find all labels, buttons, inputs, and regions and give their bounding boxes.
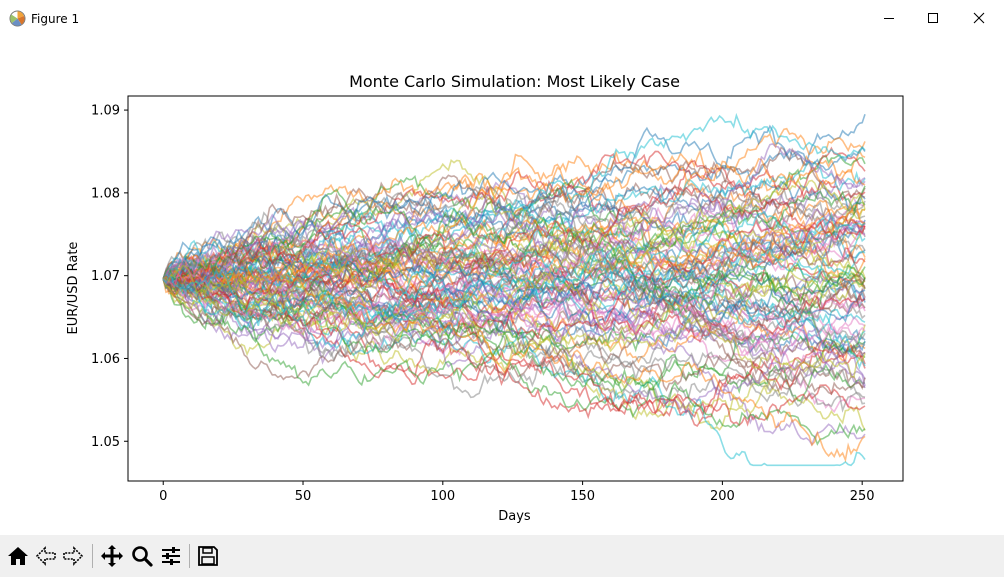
configure-subplots-button[interactable] bbox=[158, 543, 184, 569]
y-axis-label: EUR/USD Rate bbox=[66, 242, 81, 335]
figure-canvas[interactable]: Monte Carlo Simulation: Most Likely Case… bbox=[0, 38, 1004, 535]
floppy-disk-icon bbox=[198, 546, 218, 566]
back-button[interactable] bbox=[33, 543, 59, 569]
y-tick-label: 1.06 bbox=[91, 352, 120, 367]
maximize-button[interactable] bbox=[910, 0, 956, 36]
matplotlib-app-icon bbox=[9, 10, 26, 27]
simulation-path bbox=[163, 270, 866, 381]
chart[interactable]: Monte Carlo Simulation: Most Likely Case… bbox=[0, 38, 1004, 535]
simulation-path bbox=[162, 262, 866, 463]
simulation-path bbox=[162, 193, 866, 293]
maximize-icon bbox=[928, 13, 938, 23]
simulation-path bbox=[162, 227, 866, 284]
y-tick-label: 1.07 bbox=[91, 269, 120, 284]
navigation-toolbar bbox=[0, 535, 1004, 577]
simulation-path bbox=[162, 157, 866, 293]
simulation-path bbox=[162, 253, 866, 369]
simulation-path bbox=[162, 221, 866, 306]
simulation-path bbox=[162, 146, 866, 290]
y-tick-label: 1.09 bbox=[91, 104, 120, 119]
simulation-path bbox=[162, 194, 866, 317]
simulation-path bbox=[162, 248, 866, 370]
x-tick-label: 250 bbox=[850, 489, 875, 504]
minimize-button[interactable] bbox=[866, 0, 912, 36]
simulation-path bbox=[162, 277, 866, 372]
x-tick-label: 100 bbox=[430, 489, 455, 504]
simulation-path bbox=[162, 178, 866, 343]
y-tick-label: 1.08 bbox=[91, 186, 120, 201]
save-button[interactable] bbox=[195, 543, 221, 569]
simulation-path bbox=[162, 143, 866, 282]
minimize-icon bbox=[884, 18, 894, 19]
simulation-path bbox=[162, 250, 866, 379]
home-icon bbox=[8, 547, 28, 565]
close-icon bbox=[973, 12, 985, 24]
move-icon bbox=[101, 545, 123, 567]
magnifier-icon bbox=[132, 546, 153, 567]
pan-button[interactable] bbox=[99, 543, 125, 569]
simulation-path bbox=[162, 127, 866, 280]
x-axis-label: Days bbox=[498, 509, 531, 524]
home-button[interactable] bbox=[5, 543, 31, 569]
simulation-path bbox=[162, 202, 866, 354]
close-button[interactable] bbox=[956, 0, 1002, 36]
forward-button[interactable] bbox=[60, 543, 86, 569]
forward-arrow-icon bbox=[63, 546, 84, 566]
chart-title: Monte Carlo Simulation: Most Likely Case bbox=[349, 72, 680, 91]
simulation-path bbox=[162, 275, 866, 446]
zoom-button[interactable] bbox=[129, 543, 155, 569]
sliders-icon bbox=[162, 547, 180, 565]
simulation-path bbox=[162, 254, 866, 314]
x-tick-label: 50 bbox=[295, 489, 312, 504]
simulation-path bbox=[163, 240, 866, 321]
axes-frame bbox=[127, 95, 904, 482]
simulation-path bbox=[162, 204, 866, 299]
title-bar[interactable]: Figure 1 bbox=[0, 0, 1004, 38]
simulation-path bbox=[162, 184, 866, 282]
simulation-path bbox=[162, 267, 866, 416]
y-axis: 1.05 1.06 1.07 1.08 1.09 bbox=[91, 104, 128, 450]
y-tick-label: 1.05 bbox=[91, 435, 120, 450]
simulation-paths bbox=[162, 112, 866, 467]
toolbar-separator bbox=[92, 544, 93, 568]
x-tick-label: 0 bbox=[159, 489, 167, 504]
x-axis: 0 50 100 150 200 250 bbox=[159, 481, 875, 504]
simulation-path bbox=[162, 210, 866, 323]
simulation-path bbox=[162, 273, 866, 348]
x-tick-label: 200 bbox=[710, 489, 735, 504]
simulation-path bbox=[162, 186, 866, 288]
simulation-path bbox=[162, 124, 866, 285]
window-title: Figure 1 bbox=[31, 12, 80, 26]
x-tick-label: 150 bbox=[570, 489, 595, 504]
simulation-path bbox=[162, 273, 866, 368]
simulation-path bbox=[162, 112, 866, 300]
back-arrow-icon bbox=[35, 546, 56, 566]
toolbar-separator bbox=[189, 544, 190, 568]
simulation-path bbox=[162, 188, 866, 306]
